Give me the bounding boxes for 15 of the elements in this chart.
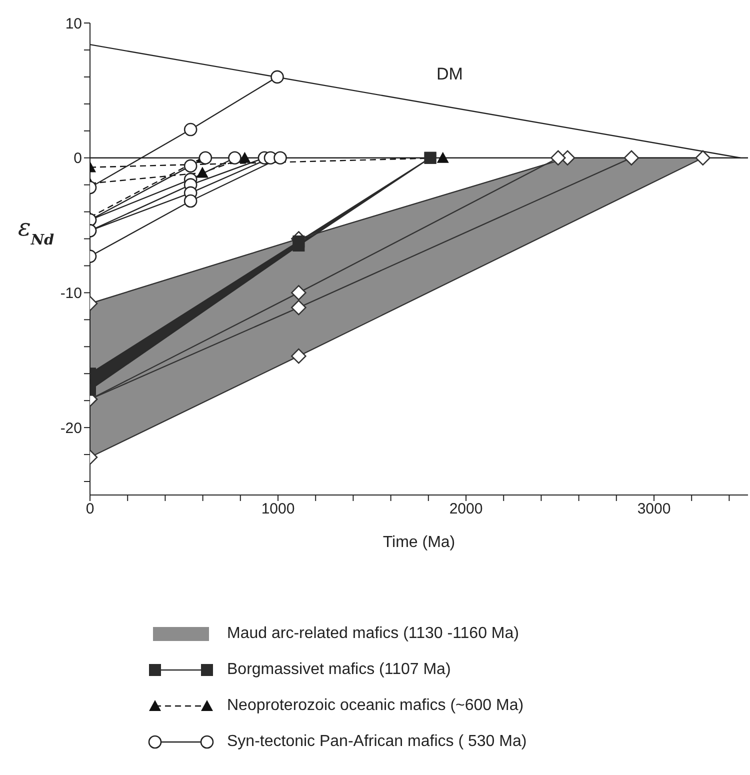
legend-label: Maud arc-related mafics (1130 -1160 Ma) [227,625,519,643]
legend-label: Neoproterozoic oceanic mafics (~600 Ma) [227,697,524,715]
x-tick-label: 2000 [449,500,483,518]
y-tick-label: -10 [60,285,82,302]
legend-label: Borgmassivet mafics (1107 Ma) [227,661,451,679]
x-axis-title: Time (Ma) [382,534,456,551]
legend-label: Syn-tectonic Pan-African mafics ( 530 Ma) [227,733,527,751]
y-axis-title: ε$_{Nd}$ [18,213,54,248]
annotation: DM [436,64,463,84]
y-tick-label: 10 [65,15,82,32]
y-tick-label: -20 [60,420,82,437]
x-tick-label: 3000 [637,500,671,518]
y-tick-label: 0 [74,150,82,168]
x-tick-label: 0 [86,500,94,518]
x-tick-label: 1000 [261,500,295,518]
